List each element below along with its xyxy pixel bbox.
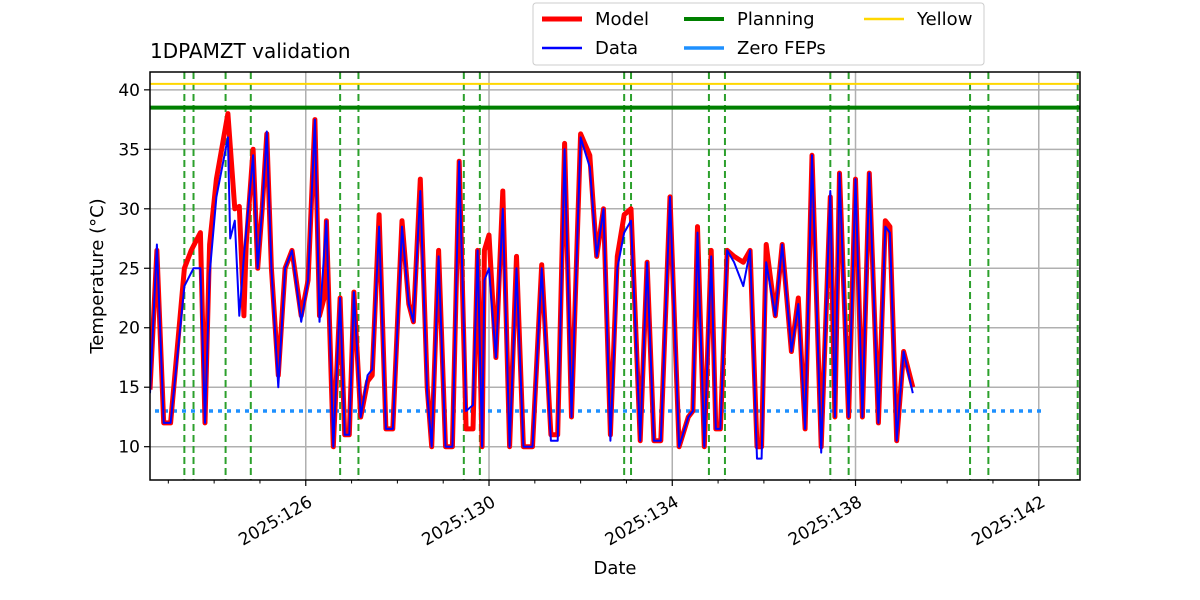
y-tick-label: 10 xyxy=(118,438,140,458)
grid-layer xyxy=(150,72,1080,480)
x-tick-label: 2025:142 xyxy=(968,492,1049,550)
x-tick-label: 2025:130 xyxy=(419,492,500,550)
legend-entry-data: Data xyxy=(542,38,638,59)
y-tick-label: 30 xyxy=(118,200,140,220)
plot-frame xyxy=(149,71,1081,481)
chart-title: 1DPAMZT validation xyxy=(150,39,351,63)
y-tick-label: 35 xyxy=(118,140,140,160)
series-layer xyxy=(150,82,1080,460)
legend-entry-yellow: Yellow xyxy=(864,9,972,30)
legend-label: Model xyxy=(595,9,649,30)
legend-label: Planning xyxy=(737,9,815,30)
y-tick-label: 25 xyxy=(118,259,140,279)
legend: Model Data Planning Zero FEPs Yellow xyxy=(532,2,985,66)
y-tick-label: 15 xyxy=(118,378,140,398)
x-axis-label: Date xyxy=(593,558,636,579)
x-tick-label: 2025:126 xyxy=(235,492,316,550)
legend-label: Data xyxy=(595,38,638,59)
y-tick-label: 20 xyxy=(118,319,140,339)
legend-entry-model: Model xyxy=(542,9,649,30)
y-tick-label: 40 xyxy=(118,81,140,101)
x-tick-label: 2025:138 xyxy=(785,492,866,550)
legend-label: Yellow xyxy=(916,9,972,30)
x-tick-label: 2025:134 xyxy=(602,492,683,550)
y-axis-label: Temperature (°C) xyxy=(87,198,108,354)
legend-label: Zero FEPs xyxy=(737,38,826,59)
legend-entry-planning: Planning xyxy=(684,9,815,30)
legend-entry-zero-feps: Zero FEPs xyxy=(684,38,826,59)
data-series-line xyxy=(150,118,914,460)
